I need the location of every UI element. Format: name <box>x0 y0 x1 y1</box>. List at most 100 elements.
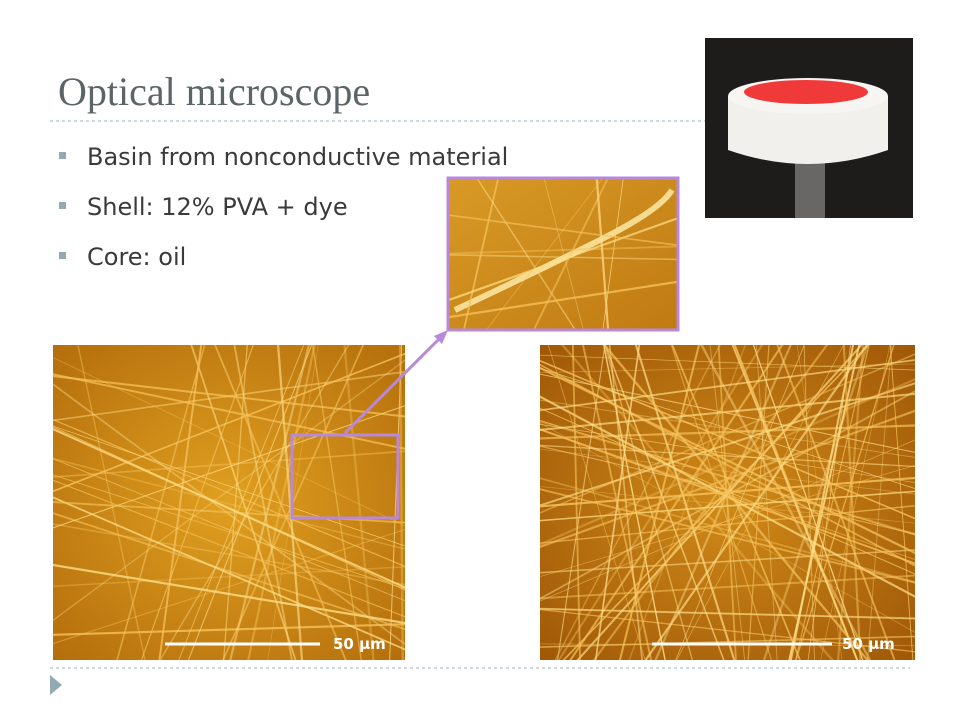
fiber <box>796 345 843 660</box>
fiber <box>462 178 500 330</box>
fiber <box>604 345 694 660</box>
fiber <box>747 345 770 660</box>
micrograph-zoom <box>448 178 678 330</box>
fiber <box>448 214 678 247</box>
fiber <box>602 345 869 660</box>
fiber <box>158 345 203 660</box>
fiber <box>233 345 293 660</box>
fiber <box>540 359 915 412</box>
fiber <box>53 623 405 636</box>
fiber <box>842 345 862 660</box>
fiber <box>560 345 834 660</box>
fiber <box>604 345 725 660</box>
fiber <box>540 367 915 489</box>
fiber <box>540 635 915 648</box>
fiber <box>675 345 805 660</box>
fiber <box>634 345 736 660</box>
fiber <box>343 345 375 660</box>
fiber <box>448 216 678 302</box>
fiber <box>116 345 206 660</box>
fiber <box>540 382 915 507</box>
fiber <box>644 345 869 660</box>
fiber <box>53 359 405 622</box>
fiber <box>540 574 915 600</box>
fiber <box>762 345 869 660</box>
fiber <box>223 345 248 660</box>
fiber <box>562 345 870 660</box>
fiber <box>543 178 584 330</box>
bullet-marker <box>59 252 66 259</box>
fiber <box>540 366 915 555</box>
fiber <box>540 608 915 653</box>
fiber <box>53 375 405 418</box>
fiber <box>53 512 405 631</box>
fiber <box>398 345 404 660</box>
fiber <box>608 345 643 660</box>
fiber <box>540 505 915 544</box>
micrograph-background <box>448 178 678 330</box>
fiber <box>554 345 721 660</box>
fiber <box>731 345 859 660</box>
fiber <box>540 424 915 440</box>
fiber <box>602 178 624 330</box>
slide-title: Optical microscope <box>58 69 370 114</box>
scale-label: 50 µm <box>333 635 386 653</box>
fiber <box>540 444 915 468</box>
fiber <box>788 345 861 660</box>
fiber <box>595 178 610 330</box>
fiber <box>576 345 863 660</box>
fiber <box>776 345 896 660</box>
fiber <box>229 345 311 660</box>
fiber <box>448 245 678 255</box>
fiber <box>53 419 405 568</box>
fiber <box>53 457 405 550</box>
micrograph-left <box>53 345 405 660</box>
fiber <box>540 423 915 483</box>
bullet: Core: oil <box>87 243 186 271</box>
fiber <box>53 352 405 493</box>
fiber <box>53 425 405 547</box>
bullet-marker <box>59 152 66 159</box>
fiber <box>190 345 297 660</box>
red-disc <box>744 80 868 104</box>
fiber <box>53 405 405 529</box>
fiber <box>540 448 915 495</box>
fiber <box>53 383 405 646</box>
fiber <box>795 345 870 660</box>
fiber <box>53 357 405 527</box>
arrow-head <box>434 330 448 344</box>
fiber <box>540 354 915 371</box>
fiber <box>603 345 666 660</box>
bullet-list: Basin from nonconductive material Shell:… <box>59 143 508 271</box>
scale-label: 50 µm <box>842 635 895 653</box>
nav-triangle <box>50 675 62 695</box>
fiber <box>53 458 405 602</box>
fiber <box>532 178 609 330</box>
fiber <box>53 474 405 590</box>
bullet: Shell: 12% PVA + dye <box>87 193 348 221</box>
fiber <box>53 427 405 589</box>
fiber <box>540 353 915 514</box>
fiber <box>53 501 405 524</box>
fiber <box>178 345 305 660</box>
fiber <box>717 345 737 660</box>
fiber <box>540 377 915 546</box>
fiber <box>448 254 678 261</box>
fiber <box>485 178 604 330</box>
fiber <box>53 373 405 450</box>
fiber <box>53 479 405 618</box>
fiber <box>540 488 915 584</box>
bullet-marker <box>59 202 66 209</box>
fiber <box>540 419 915 536</box>
fiber <box>247 345 316 660</box>
fiber <box>53 496 405 651</box>
fiber <box>540 359 915 520</box>
fiber <box>159 345 350 660</box>
fiber <box>569 345 784 660</box>
fiber <box>540 476 915 508</box>
fiber <box>889 345 914 660</box>
zoom-frame <box>446 176 680 332</box>
fiber <box>670 345 773 660</box>
